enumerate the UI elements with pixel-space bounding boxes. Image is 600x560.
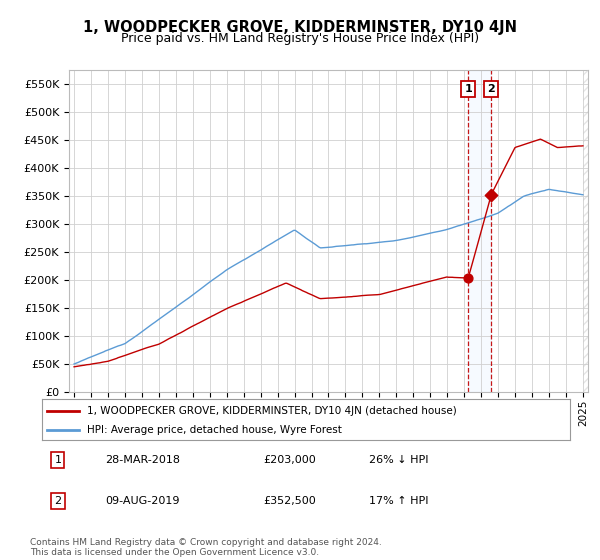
Text: 28-MAR-2018: 28-MAR-2018 (106, 455, 181, 465)
Bar (468, 70, 491, 392)
Text: £203,000: £203,000 (264, 455, 317, 465)
Text: Price paid vs. HM Land Registry's House Price Index (HPI): Price paid vs. HM Land Registry's House … (121, 32, 479, 45)
Text: 09-AUG-2019: 09-AUG-2019 (106, 496, 180, 506)
Text: 1: 1 (464, 85, 472, 94)
Point (487, 190, 496, 199)
Point (463, 274, 473, 283)
Text: 2: 2 (487, 85, 495, 94)
Text: £352,500: £352,500 (264, 496, 317, 506)
Text: 1, WOODPECKER GROVE, KIDDERMINSTER, DY10 4JN (detached house): 1, WOODPECKER GROVE, KIDDERMINSTER, DY10… (87, 405, 457, 416)
Text: 1, WOODPECKER GROVE, KIDDERMINSTER, DY10 4JN: 1, WOODPECKER GROVE, KIDDERMINSTER, DY10… (83, 20, 517, 35)
Text: 17% ↑ HPI: 17% ↑ HPI (370, 496, 429, 506)
Text: 26% ↓ HPI: 26% ↓ HPI (370, 455, 429, 465)
Text: Contains HM Land Registry data © Crown copyright and database right 2024.
This d: Contains HM Land Registry data © Crown c… (30, 538, 382, 557)
Text: HPI: Average price, detached house, Wyre Forest: HPI: Average price, detached house, Wyre… (87, 424, 342, 435)
Text: 1: 1 (55, 455, 61, 465)
Text: 2: 2 (54, 496, 61, 506)
